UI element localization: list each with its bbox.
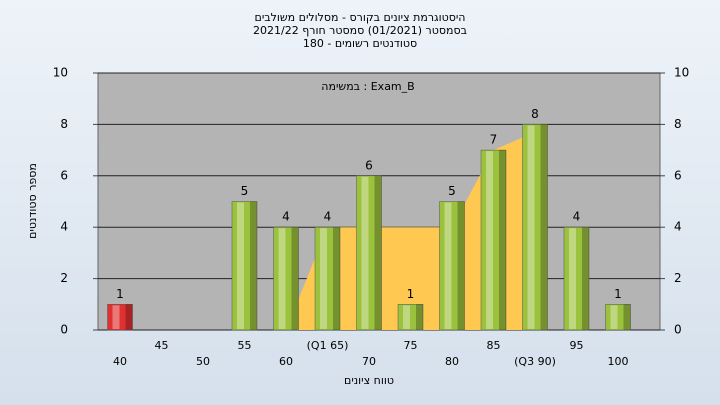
bar-shine	[403, 305, 410, 329]
y-tick-label: 10	[53, 66, 68, 80]
x-tick-label: 50	[196, 355, 210, 368]
bar	[563, 226, 590, 331]
bar	[107, 304, 133, 331]
x-tick-label: 95	[570, 339, 584, 352]
bar-shine	[486, 151, 493, 329]
bar-shine	[569, 228, 576, 329]
bar-shade	[125, 304, 133, 330]
annotation: במשימה : Exam_B	[321, 80, 414, 93]
bar	[522, 124, 548, 331]
chart-title: היסטוגרמת ציונים בקורס - מסלולים משולבים	[255, 11, 466, 24]
bar	[439, 201, 465, 331]
y2-tick-label: 0	[674, 323, 682, 337]
bar-shade	[416, 304, 423, 330]
x-tick-label: 70	[362, 355, 376, 368]
area	[286, 132, 535, 330]
bar-shine	[610, 305, 618, 329]
value-label: 1	[614, 287, 622, 301]
x-tick-label: 80	[445, 355, 459, 368]
bar-shade	[457, 201, 465, 330]
value-label: 4	[282, 210, 290, 224]
bar-shade	[499, 150, 506, 330]
y2-tick-label: 2	[674, 271, 682, 285]
bar	[231, 201, 258, 331]
bar-shade	[291, 227, 299, 330]
bar-shine	[278, 228, 286, 329]
value-label: 5	[241, 184, 249, 198]
bar	[356, 175, 382, 331]
bar-shine	[444, 202, 452, 329]
y-tick-label: 6	[60, 168, 68, 182]
bar	[397, 304, 424, 331]
bar	[480, 149, 507, 331]
bar-shine	[112, 305, 120, 329]
value-label: 7	[490, 133, 498, 147]
bar-shine	[527, 125, 535, 330]
value-label: 6	[365, 158, 373, 172]
bar-shine	[361, 176, 369, 329]
y2-tick-label: 4	[674, 220, 682, 234]
y-axis-title: מספר סטודנטים	[26, 163, 39, 239]
bar-shade	[374, 175, 382, 330]
x-tick-label: (Q3 90)	[514, 355, 556, 368]
value-label: 4	[324, 210, 332, 224]
x-axis-title: טווח ציונים	[344, 374, 394, 387]
bar	[605, 304, 631, 331]
value-label: 5	[448, 184, 456, 198]
bar-shine	[320, 228, 327, 329]
y2-tick-label: 10	[674, 66, 689, 80]
y-tick-label: 4	[60, 220, 68, 234]
x-tick-label: 60	[279, 355, 293, 368]
bar-shine	[237, 202, 244, 329]
y-tick-label: 0	[60, 323, 68, 337]
value-label: 8	[531, 107, 539, 121]
bar-shade	[333, 227, 340, 330]
x-tick-label: 100	[608, 355, 629, 368]
y2-tick-label: 8	[674, 117, 682, 131]
x-tick-label: 85	[487, 339, 501, 352]
bar-shade	[540, 124, 548, 331]
y2-tick-label: 6	[674, 168, 682, 182]
chart-subtitle: סטודנטים רשומים - 180	[303, 37, 417, 50]
bar-shade	[623, 304, 631, 330]
value-label: 4	[573, 210, 581, 224]
bar	[314, 226, 341, 331]
value-label: 1	[116, 287, 124, 301]
x-tick-label: 55	[238, 339, 252, 352]
bar-shade	[582, 227, 589, 330]
y-tick-label: 8	[60, 117, 68, 131]
bar-shade	[250, 201, 257, 330]
x-tick-label: 75	[404, 339, 418, 352]
chart-subtitle: בסמסטר (01/2021) סמסטר חורף 2021/22	[253, 24, 467, 37]
x-tick-label: (Q1 65)	[307, 339, 349, 352]
x-tick-label: 40	[113, 355, 127, 368]
x-tick-label: 45	[155, 339, 169, 352]
value-label: 1	[407, 287, 415, 301]
bar	[273, 226, 299, 331]
y-tick-label: 2	[60, 271, 68, 285]
